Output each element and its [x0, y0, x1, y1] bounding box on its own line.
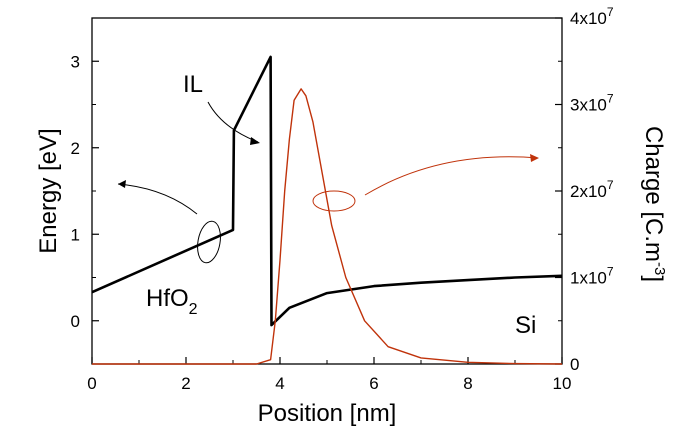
energy-curve-marker-ellipse: [197, 220, 221, 264]
y-axis-right-title-tail: ]: [640, 275, 667, 282]
energy-series-line: [91, 55, 563, 327]
y-left-tick-label: 1: [71, 225, 80, 244]
il-arrowhead: [250, 137, 260, 145]
y-axis-right-title: Charge [C.m-3]: [640, 126, 668, 282]
x-tick-label: 6: [369, 374, 378, 393]
y-right-tick-label: 4x107: [570, 5, 614, 28]
y-axis-right-title-superscript: -3: [651, 262, 668, 275]
annotation-marks: [117, 101, 539, 264]
x-tick-label: 10: [553, 374, 572, 393]
y-right-tick-label: 1x107: [570, 265, 614, 288]
y-right-tick-label: 0: [570, 355, 579, 374]
ticks: [91, 17, 563, 365]
il-label: IL: [183, 71, 203, 98]
series-layer: [91, 55, 563, 365]
energy-axis-arrowhead: [118, 180, 126, 188]
si-label: Si: [515, 312, 536, 339]
y-left-tick-label: 3: [71, 52, 80, 71]
y-right-tick-label: 3x107: [570, 92, 614, 115]
plot-frame: [91, 17, 563, 365]
x-tick-label: 2: [181, 374, 190, 393]
y-right-tick-label: 2x107: [570, 178, 614, 201]
hfo2-subscript: 2: [189, 301, 198, 318]
x-axis-title: Position [nm]: [258, 400, 397, 427]
y-left-tick-label: 0: [71, 312, 80, 331]
x-tick-label: 0: [87, 374, 96, 393]
y-left-tick-label: 2: [71, 139, 80, 158]
y-axis-left-title: Energy [eV]: [35, 128, 62, 253]
charge-axis-arrow: [364, 156, 539, 196]
charge-series-line: [92, 88, 563, 365]
charge-curve-marker-ellipse: [312, 190, 356, 212]
x-tick-label: 8: [463, 374, 472, 393]
energy-axis-arrow: [117, 183, 198, 215]
charge-axis-arrowhead: [530, 154, 539, 162]
hfo2-label: HfO2: [146, 285, 198, 318]
x-tick-label: 4: [275, 374, 284, 393]
